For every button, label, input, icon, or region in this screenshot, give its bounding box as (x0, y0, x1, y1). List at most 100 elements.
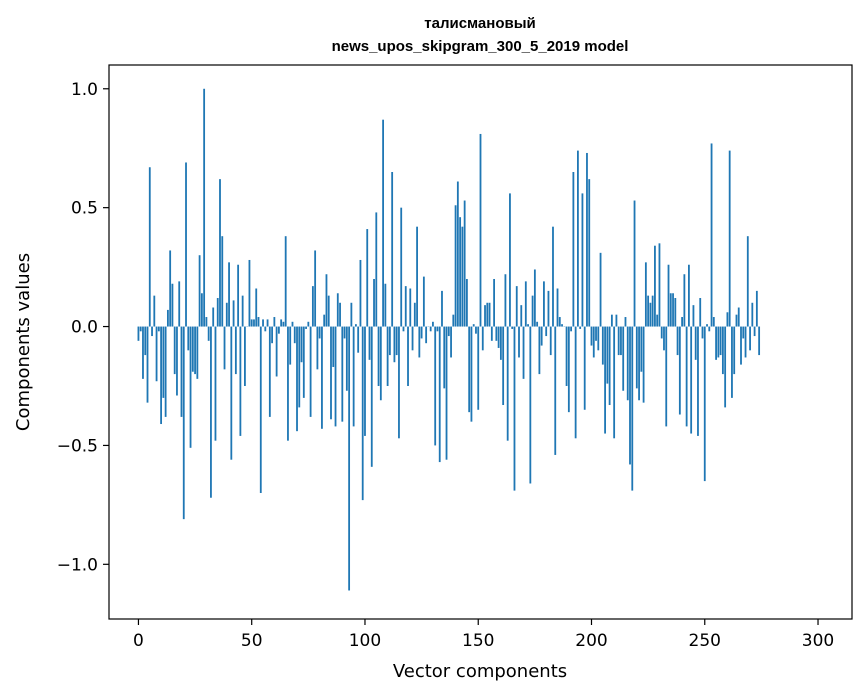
bar (720, 327, 722, 356)
bar (627, 327, 629, 401)
bar (625, 317, 627, 327)
bar (579, 327, 581, 329)
bar (285, 236, 287, 326)
bar (740, 327, 742, 365)
bar (398, 327, 400, 439)
bar (511, 327, 513, 329)
bar (559, 317, 561, 327)
bar (561, 324, 563, 326)
bar (652, 296, 654, 327)
bar (341, 327, 343, 422)
bar (371, 327, 373, 467)
bar (541, 327, 543, 346)
bar (595, 327, 597, 341)
bar (330, 327, 332, 420)
bar (738, 308, 740, 327)
bar (754, 327, 756, 337)
bar (339, 303, 341, 327)
bar (520, 305, 522, 326)
bar (267, 319, 269, 326)
bar (450, 327, 452, 358)
bar (362, 327, 364, 501)
bar (317, 327, 319, 370)
bar (287, 327, 289, 441)
bar (183, 327, 185, 520)
bar (307, 322, 309, 327)
bar (742, 327, 744, 339)
y-tick-label: −1.0 (57, 555, 98, 575)
bar (201, 293, 203, 326)
bar (185, 162, 187, 326)
chart-title-line2: news_upos_skipgram_300_5_2019 model (332, 38, 629, 55)
bar (527, 324, 529, 326)
bar (498, 327, 500, 348)
bar (486, 303, 488, 327)
bar (509, 193, 511, 326)
bar (187, 327, 189, 351)
bar (387, 327, 389, 386)
bar (305, 327, 307, 329)
bar (706, 324, 708, 326)
bar (484, 305, 486, 326)
bar (464, 201, 466, 327)
bar (471, 327, 473, 422)
bar (192, 327, 194, 372)
bar (523, 327, 525, 379)
bar (477, 327, 479, 410)
bar (491, 327, 493, 341)
x-tick-label: 150 (462, 631, 494, 651)
bar (210, 327, 212, 498)
bar (683, 274, 685, 326)
y-tick-label: 1.0 (71, 80, 98, 100)
bar (557, 289, 559, 327)
bar (151, 327, 153, 337)
bar (693, 305, 695, 326)
bar (353, 327, 355, 427)
bar (255, 289, 257, 327)
bar (215, 327, 217, 441)
bar (724, 327, 726, 408)
bar (495, 327, 497, 341)
bar (296, 327, 298, 432)
bar (289, 327, 291, 365)
bar (690, 327, 692, 434)
bar (160, 327, 162, 424)
bar (620, 327, 622, 356)
bar (457, 182, 459, 327)
bar (545, 327, 547, 337)
bar (403, 327, 405, 332)
bar (502, 327, 504, 405)
bar (158, 327, 160, 332)
bar (394, 327, 396, 363)
bar (264, 327, 266, 332)
bar (493, 279, 495, 327)
bar (280, 319, 282, 326)
bar (391, 172, 393, 327)
bar (439, 327, 441, 463)
bar (298, 327, 300, 408)
bar (593, 327, 595, 358)
bar (149, 167, 151, 326)
bar (344, 327, 346, 339)
bar (203, 89, 205, 327)
bar (647, 296, 649, 327)
bar (369, 327, 371, 360)
bar (219, 179, 221, 326)
bar (332, 327, 334, 367)
bar (373, 279, 375, 327)
bar (668, 265, 670, 327)
bar (681, 317, 683, 327)
bar (582, 193, 584, 326)
bar (172, 284, 174, 327)
bar (441, 291, 443, 327)
chart-title-line1: талисмановый (424, 15, 536, 32)
bar (269, 327, 271, 417)
bar (242, 296, 244, 327)
bar (319, 327, 321, 339)
bar (165, 327, 167, 417)
y-axis-ticks: −1.0−0.50.00.51.0 (57, 80, 109, 576)
bar (756, 291, 758, 327)
bar (640, 327, 642, 372)
bar (310, 327, 312, 417)
bar (468, 327, 470, 413)
